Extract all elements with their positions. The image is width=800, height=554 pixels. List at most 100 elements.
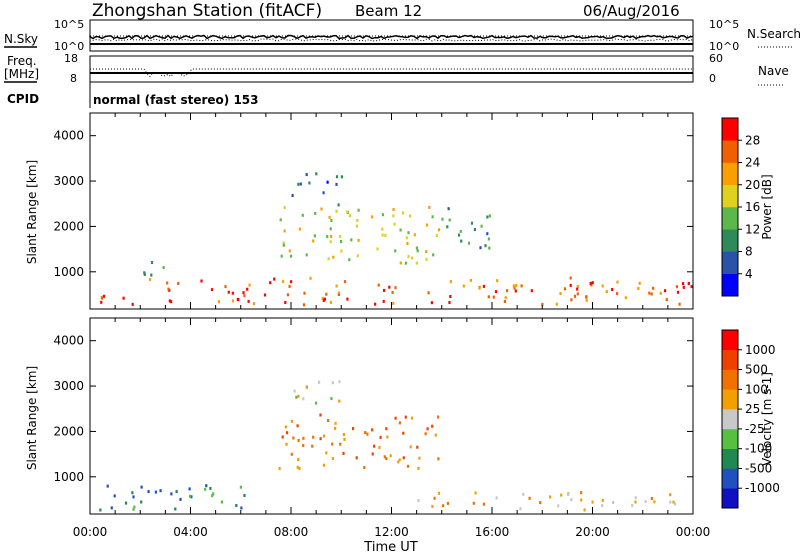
- power-cell: [482, 284, 485, 288]
- power-cell: [487, 237, 490, 241]
- power-cell: [431, 215, 434, 219]
- velocity-cell: [314, 401, 318, 405]
- velocity-colorbar-tick-label: -25: [745, 422, 765, 436]
- power-cell: [280, 254, 283, 258]
- power-cell: [320, 207, 323, 211]
- time-axis-labels: 00:00 04:00 08:00 12:00 16:00 20:00 00:00: [73, 525, 711, 539]
- velocity-cell: [189, 494, 192, 498]
- velocity-y-tick-label: 2000: [53, 424, 84, 438]
- velocity-cell: [416, 445, 419, 449]
- velocity-cell: [281, 435, 284, 439]
- power-cell: [563, 287, 567, 291]
- power-cell: [340, 240, 343, 243]
- power-cell: [177, 281, 180, 285]
- power-cell: [231, 291, 234, 295]
- power-cell: [338, 235, 342, 239]
- power-cell: [392, 301, 395, 305]
- velocity-cell: [474, 491, 477, 495]
- velocity-cell: [522, 492, 525, 496]
- power-cell: [478, 286, 481, 290]
- power-cell: [102, 294, 106, 298]
- velocity-cell: [519, 507, 522, 511]
- power-cell: [283, 206, 286, 210]
- power-colorbar-tick-label: 8: [745, 245, 753, 259]
- power-cell: [480, 224, 483, 228]
- velocity-cell: [339, 442, 342, 446]
- power-cell: [383, 288, 386, 292]
- power-cell: [447, 207, 450, 211]
- power-x-ticks: [89, 113, 694, 309]
- velocity-cell: [580, 498, 583, 502]
- power-colorbar-tick-label: 24: [745, 156, 760, 170]
- power-cell: [611, 288, 614, 291]
- power-cell: [148, 278, 152, 282]
- velocity-cell: [674, 502, 677, 506]
- power-cell: [430, 301, 433, 305]
- velocity-cell: [442, 504, 445, 508]
- power-cell: [325, 292, 328, 296]
- power-cell: [457, 233, 461, 237]
- velocity-cell: [650, 497, 653, 500]
- velocity-cell: [371, 428, 374, 432]
- velocity-cell: [402, 431, 405, 435]
- power-cell: [394, 249, 397, 253]
- velocity-cell: [286, 431, 289, 435]
- nsky-tick-top: 10^5: [54, 18, 84, 31]
- velocity-cell: [284, 425, 287, 429]
- power-cell: [652, 286, 655, 290]
- power-cell: [242, 291, 245, 295]
- velocity-colorbar-band: [722, 330, 738, 351]
- velocity-cell: [99, 508, 102, 512]
- velocity-cell: [417, 466, 420, 470]
- power-cell: [488, 214, 491, 218]
- power-cell: [487, 295, 490, 299]
- velocity-cell: [342, 451, 345, 455]
- power-cell: [263, 293, 267, 297]
- power-cell: [282, 280, 285, 284]
- power-cell: [337, 203, 340, 207]
- power-cell: [374, 302, 377, 306]
- velocity-cell: [132, 495, 135, 499]
- velocity-cell: [305, 385, 308, 389]
- nave-tick-top: 60: [709, 52, 723, 65]
- power-cell: [411, 256, 414, 260]
- power-cell: [399, 228, 402, 232]
- velocity-colorbar-band: [722, 468, 738, 489]
- power-cell: [340, 249, 343, 253]
- power-cell: [413, 233, 416, 237]
- power-colorbar-band: [722, 162, 738, 186]
- power-cell: [346, 297, 349, 301]
- velocity-colorbar-tick-label: -1000: [745, 481, 780, 495]
- power-cell: [569, 283, 572, 287]
- velocity-cell: [211, 494, 214, 498]
- velocity-cell: [385, 427, 388, 431]
- velocity-cell: [580, 491, 583, 495]
- power-cell: [355, 224, 358, 228]
- power-cell: [676, 290, 680, 294]
- velocity-cell: [560, 493, 563, 497]
- power-colorbar-band: [722, 251, 738, 275]
- nsky-label: N.Sky: [4, 32, 38, 46]
- power-cell: [328, 215, 331, 219]
- power-cell: [520, 284, 523, 288]
- velocity-cell: [363, 466, 366, 469]
- velocity-cell: [410, 416, 414, 420]
- power-cell: [231, 299, 234, 303]
- velocity-cell: [402, 456, 405, 460]
- power-cell: [576, 292, 579, 296]
- power-cell: [415, 261, 418, 265]
- power-cell: [340, 175, 343, 179]
- velocity-cell: [431, 424, 434, 428]
- velocity-cell: [179, 497, 182, 501]
- velocity-cell: [235, 504, 238, 507]
- power-cell: [200, 279, 203, 283]
- velocity-y-label: Slant Range [km]: [25, 366, 39, 470]
- power-cell: [100, 300, 103, 304]
- velocity-cell: [297, 438, 300, 442]
- velocity-colorbar-tick-label: 100: [745, 382, 768, 396]
- velocity-cell: [383, 455, 386, 459]
- power-cell: [131, 302, 134, 306]
- power-cell: [504, 296, 507, 300]
- power-cell: [288, 284, 291, 288]
- cpid-label: CPID: [7, 92, 39, 106]
